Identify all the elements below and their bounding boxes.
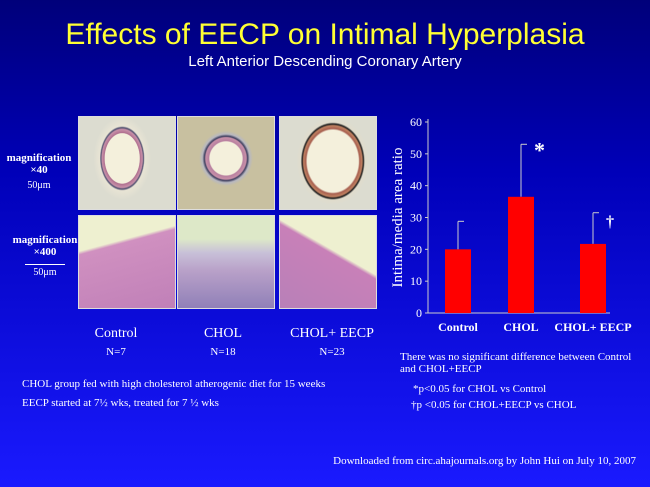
- histology-eecp-low: [279, 116, 377, 210]
- mag-text: magnification: [12, 234, 78, 246]
- bar-1: [508, 196, 534, 313]
- stat-star: *p<0.05 for CHOL vs Control: [413, 383, 547, 395]
- x-tick-label: CHOL: [503, 320, 538, 334]
- bar-0: [445, 249, 471, 313]
- y-tick-label: 60: [410, 115, 422, 129]
- group-n-chol: N=18: [210, 346, 236, 358]
- group-n-eecp: N=23: [319, 346, 345, 358]
- x-tick-label: Control: [438, 320, 478, 334]
- bar-chart: 0 10 20 30 40 50 60 Intima/media area ratio Cont…: [390, 115, 632, 334]
- slide-subtitle: Left Anterior Descending Coronary Artery: [188, 53, 462, 70]
- histology-chol-low: [177, 116, 275, 210]
- y-tick-label: 50: [410, 147, 422, 161]
- group-n-control: N=7: [106, 346, 126, 358]
- mag-factor: ×400: [33, 246, 57, 258]
- y-tick-label: 10: [410, 274, 422, 288]
- histology-control-low: [78, 116, 176, 210]
- mag-text: magnification: [6, 152, 72, 164]
- significance-mark: †: [606, 214, 614, 231]
- histology-control-high: [78, 215, 176, 309]
- group-label-chol: CHOL: [203, 326, 243, 341]
- slide-title: Effects of EECP on Intimal Hyperplasia: [65, 18, 585, 51]
- y-axis-label: Intima/media area ratio: [390, 148, 406, 288]
- y-tick-label: 40: [410, 179, 422, 193]
- source-footer: Downloaded from circ.ahajournals.org by …: [333, 455, 636, 467]
- x-tick-label: CHOL+ EECP: [554, 320, 631, 334]
- scale-bar-label: 50μm: [27, 180, 51, 191]
- note-diet: CHOL group fed with high cholesterol ath…: [22, 378, 326, 390]
- high-mag-label: magnification ×400 50μm: [10, 234, 80, 278]
- group-label-control: Control: [94, 326, 138, 341]
- mag-factor: ×40: [30, 164, 48, 176]
- scale-bar-label: 50μm: [33, 267, 57, 278]
- note-treatment: EECP started at 7½ wks, treated for 7 ½ …: [22, 397, 219, 409]
- y-tick-label: 0: [416, 306, 422, 320]
- group-label-eecp: CHOL+ EECP: [290, 326, 374, 341]
- significance-mark: *: [534, 137, 545, 162]
- y-tick-label: 30: [410, 211, 422, 225]
- stat-no-diff: There was no significant difference betw…: [400, 351, 632, 375]
- histology-eecp-high: [279, 215, 377, 309]
- low-mag-label: magnification ×40 50μm: [4, 152, 74, 191]
- stat-dagger: †p <0.05 for CHOL+EECP vs CHOL: [411, 399, 577, 411]
- histology-chol-high: [177, 215, 275, 309]
- y-tick-label: 20: [410, 242, 422, 256]
- bar-2: [580, 243, 606, 313]
